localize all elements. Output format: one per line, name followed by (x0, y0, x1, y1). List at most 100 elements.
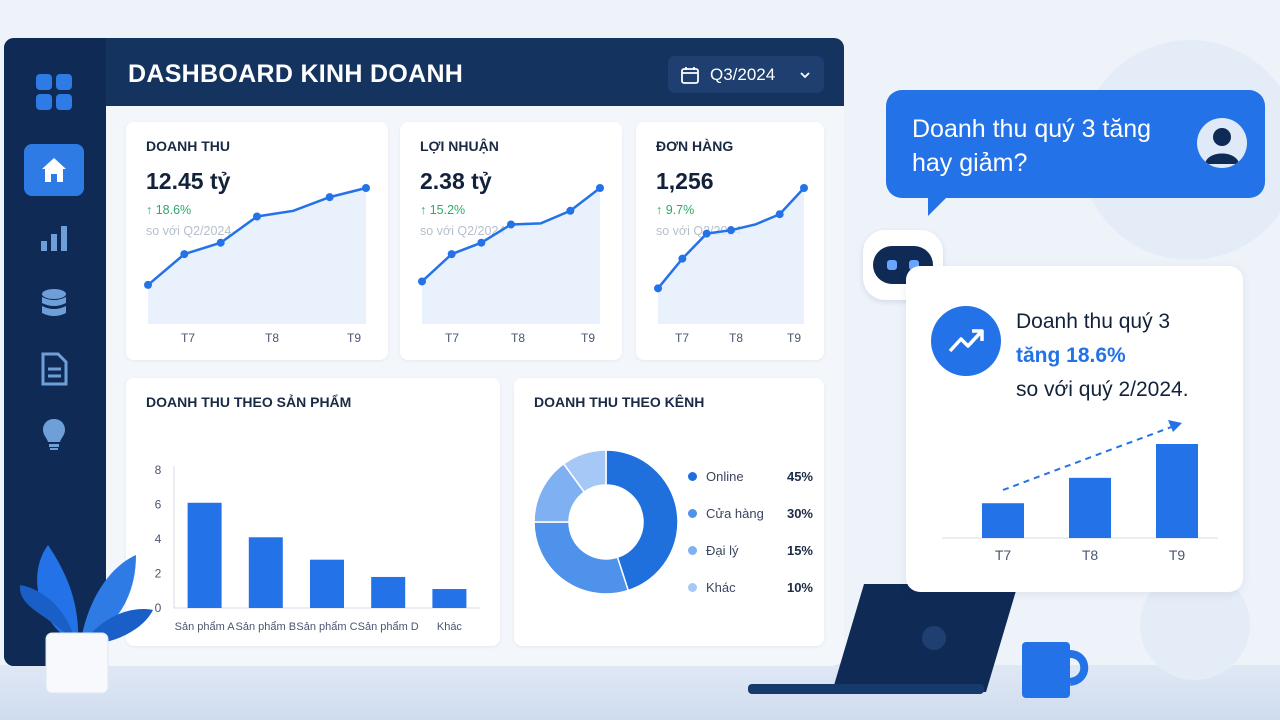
legend-label: Đại lý (706, 543, 739, 558)
data-point (566, 206, 575, 215)
period-select[interactable]: Q3/2024 (668, 56, 824, 93)
legend-value: 30% (786, 506, 813, 521)
kpi-delta: ↑ 15.2% (420, 203, 466, 217)
x-tick-label: T7 (445, 331, 459, 345)
legend-item: Đại lý 15% (688, 532, 813, 569)
sidebar-item-database[interactable] (24, 278, 84, 330)
y-tick-label: 0 (155, 601, 162, 615)
kpi-delta: ↑ 18.6% (146, 203, 192, 217)
product-bar-chart: 0 2 4 6 8 Sản phẩm A Sản phẩm B Sản phẩm C Sản p… (155, 463, 480, 633)
chart-legend: Online 45% Cửa hàng 30% Đại lý 15% Khác … (688, 458, 813, 606)
data-point (362, 184, 370, 192)
kpi-sparkline: T7 T8 T9 (654, 184, 808, 345)
sidebar-item-insights[interactable] (24, 408, 84, 460)
x-tick-label: T9 (787, 331, 801, 345)
user-question-bubble: Doanh thu quý 3 tăng hay giảm? (886, 90, 1265, 198)
legend-label: Cửa hàng (706, 506, 764, 521)
legend-item: Online 45% (688, 458, 813, 495)
legend-value: 15% (786, 543, 813, 558)
bubble-tail (928, 196, 948, 216)
sidebar-item-reports[interactable] (24, 212, 84, 264)
legend-swatch (688, 509, 697, 518)
donut-slice (533, 521, 630, 595)
data-point (727, 226, 735, 235)
bar (982, 503, 1024, 538)
legend-swatch (688, 472, 697, 481)
sidebar-item-home[interactable] (24, 144, 84, 196)
kpi-compare: so với Q2/2024 (420, 224, 506, 238)
kpi-value: 12.45 tỷ (146, 168, 231, 194)
bar (432, 589, 467, 608)
kpi-card-revenue: DOANH THU 12.45 tỷ ↑ 18.6% so với Q2/202… (126, 122, 388, 360)
legend-item: Khác 10% (688, 569, 813, 606)
bot-eye (887, 260, 897, 270)
data-point (253, 212, 261, 221)
legend-label: Khác (706, 580, 736, 595)
user-avatar (1197, 118, 1247, 168)
kpi-title: DOANH THU (146, 138, 230, 154)
data-point (216, 238, 225, 247)
period-label: Q3/2024 (710, 64, 776, 84)
x-tick-label: T9 (581, 331, 595, 345)
x-tick-label: Sản phẩm C (296, 621, 357, 633)
x-tick-label: T8 (265, 331, 279, 345)
y-tick-label: 6 (155, 498, 162, 512)
bar (310, 559, 344, 608)
data-point (507, 220, 515, 229)
bot-avatar (863, 230, 943, 300)
legend-item: Cửa hàng 30% (688, 495, 813, 532)
data-point (596, 184, 604, 192)
data-point (325, 193, 334, 202)
kpi-card-orders: ĐƠN HÀNG 1,256 ↑ 9.7% so với Q2/2024 T7 T… (636, 122, 824, 360)
trend-arrow-line (1002, 425, 1175, 491)
data-point (477, 238, 486, 247)
x-tick-label: T9 (1169, 547, 1186, 563)
kpi-sparkline: T7 T8 T9 (144, 184, 370, 345)
user-question: Doanh thu quý 3 tăng hay giảm? (912, 115, 1152, 177)
home-icon (42, 158, 66, 182)
trend-up-icon (948, 329, 984, 353)
document-icon (41, 352, 68, 386)
lightbulb-icon (43, 419, 65, 450)
bar (1069, 477, 1111, 538)
answer-text: Doanh thu quý 3 (1016, 310, 1171, 333)
kpi-card-profit: LỢI NHUẬN 2.38 tỷ ↑ 15.2% so với Q2/2024… (400, 122, 622, 360)
data-point (678, 254, 687, 263)
plant-illustration (19, 545, 153, 694)
legend-value: 10% (786, 580, 813, 595)
bar (248, 537, 283, 608)
x-tick-label: T7 (181, 331, 195, 345)
donut-slice (562, 449, 607, 494)
chart-title: DOANH THU THEO KÊNH (534, 394, 705, 410)
chevron-down-icon (800, 71, 810, 78)
kpi-compare: so với Q2/2024 (146, 224, 232, 238)
bar (371, 576, 406, 608)
x-tick-label: T7 (675, 331, 689, 345)
sidebar-item-documents[interactable] (24, 343, 84, 395)
mug-illustration (1022, 642, 1089, 698)
page-title: DASHBOARD KINH DOANH (128, 60, 464, 88)
user-icon (1205, 128, 1239, 164)
area-fill (148, 188, 366, 324)
grid-icon (36, 74, 72, 110)
x-tick-label: Sản phẩm B (236, 621, 297, 633)
bot-eye (909, 260, 919, 270)
kpi-title: ĐƠN HÀNG (656, 138, 734, 154)
x-tick-label: Sản phẩm D (358, 621, 419, 633)
y-tick-label: 2 (155, 567, 162, 581)
trend-up-badge (931, 306, 1001, 376)
answer-highlight: tăng 18.6% (1016, 344, 1126, 367)
bot-answer-card: Doanh thu quý 3 tăng 18.6% so với quý 2/… (906, 266, 1243, 592)
legend-value: 45% (786, 469, 813, 484)
x-tick-label: T9 (347, 331, 361, 345)
area-fill (658, 188, 804, 324)
sidebar-item-apps[interactable] (24, 66, 84, 118)
bar-chart-icon (41, 226, 67, 251)
main-area: DASHBOARD KINH DOANH Q3/2024 DOANH THU 1… (106, 38, 844, 666)
bar (187, 502, 222, 608)
data-point (144, 280, 152, 289)
data-point (654, 284, 662, 293)
legend-swatch (688, 546, 697, 555)
data-point (180, 250, 189, 259)
